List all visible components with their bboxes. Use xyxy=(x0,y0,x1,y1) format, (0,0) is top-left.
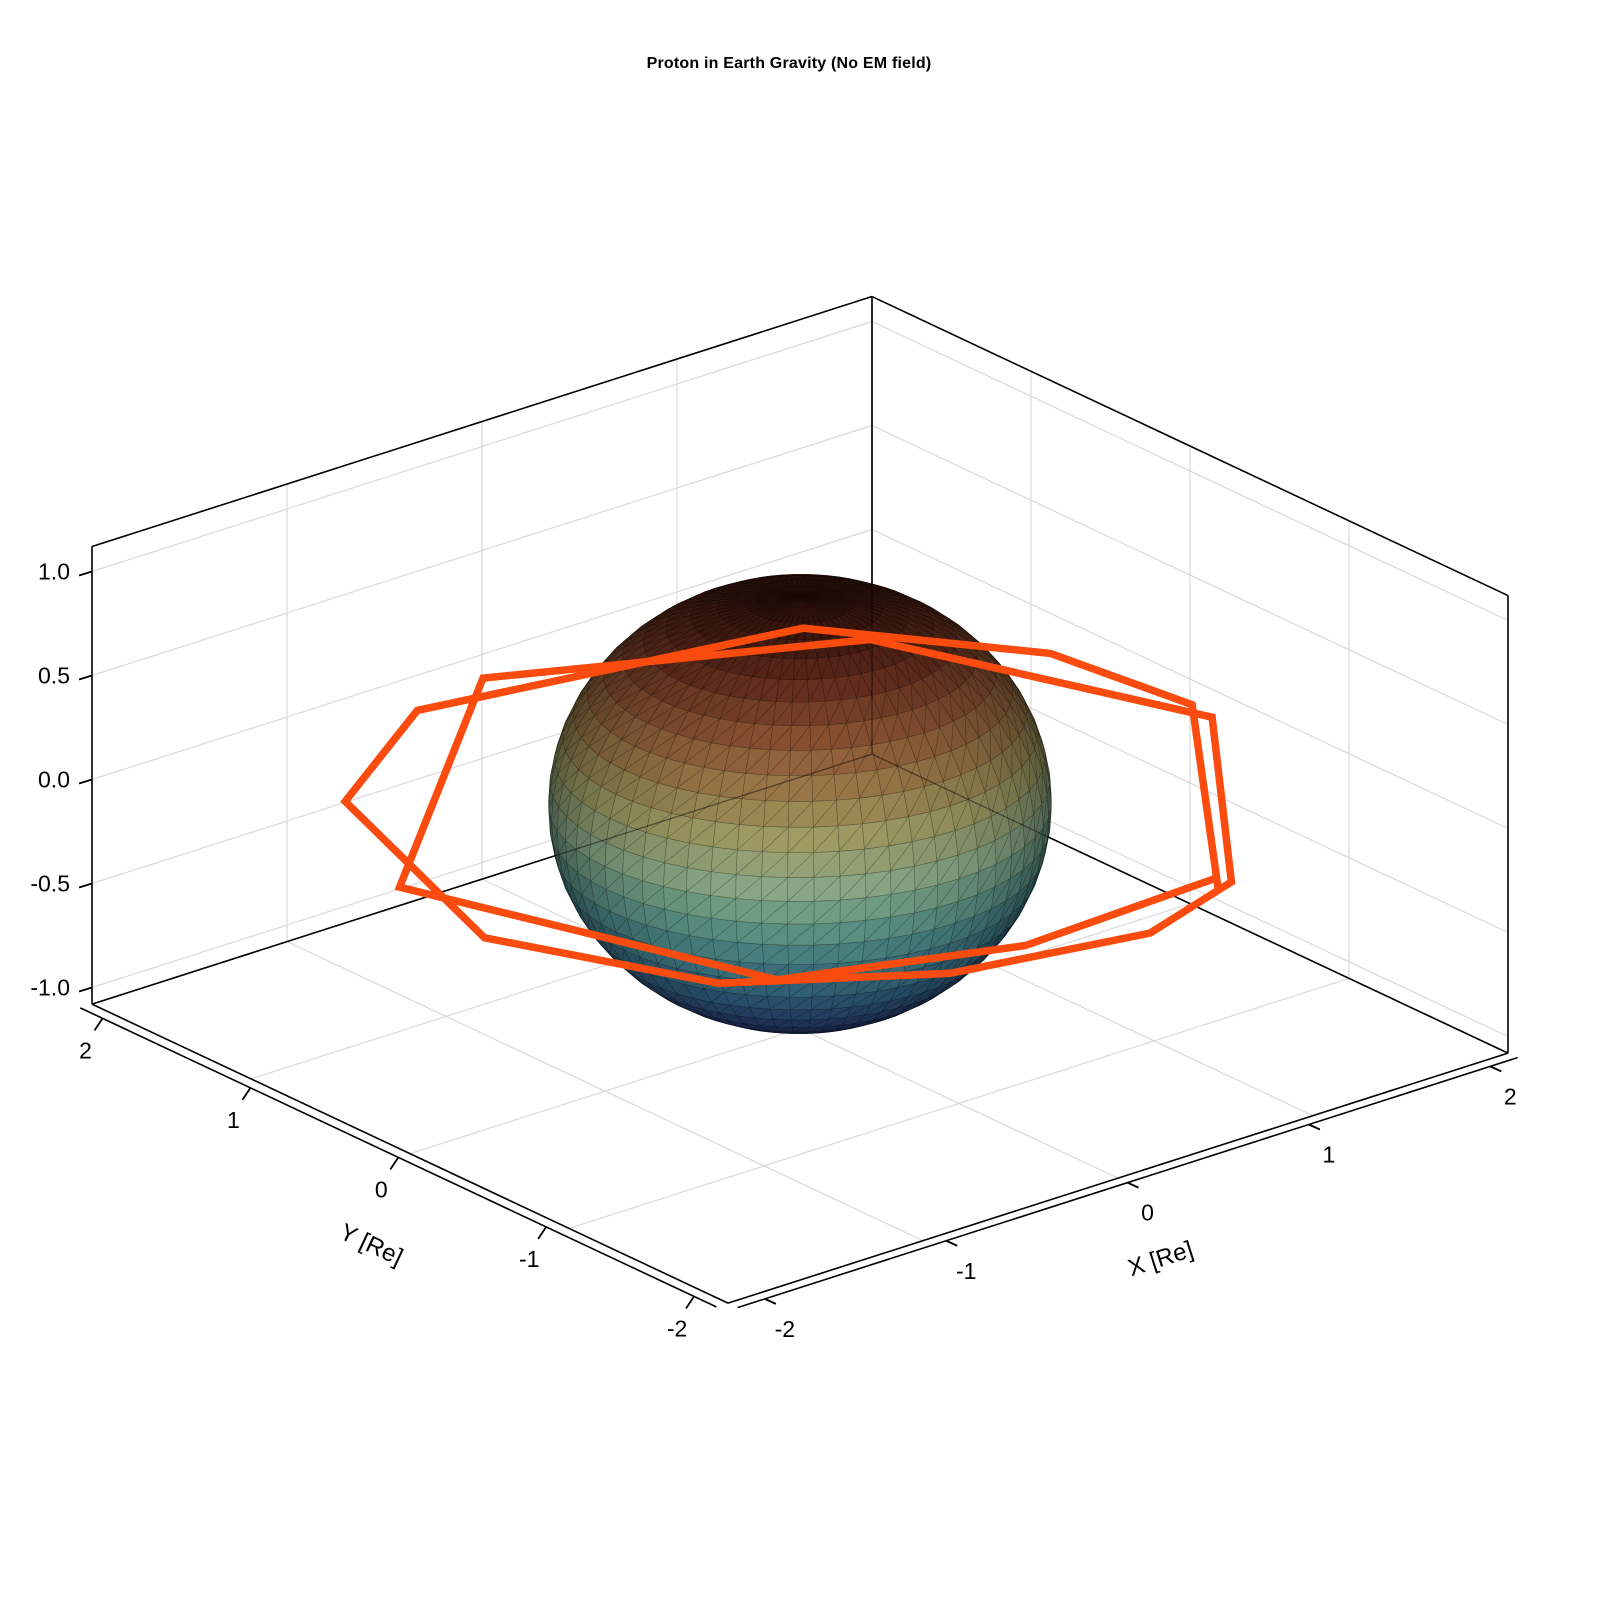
svg-text:-1: -1 xyxy=(519,1246,539,1272)
svg-text:-1: -1 xyxy=(956,1258,976,1284)
earth-sphere xyxy=(548,574,1052,1034)
axis-titles: X [Re] Y [Re] xyxy=(335,1219,1196,1283)
svg-text:2: 2 xyxy=(1504,1083,1517,1109)
orbit-line xyxy=(340,624,1236,988)
proton-trajectory xyxy=(340,624,1236,988)
svg-text:2: 2 xyxy=(79,1037,92,1063)
svg-text:1: 1 xyxy=(227,1107,240,1133)
chart-title: Proton in Earth Gravity (No EM field) xyxy=(646,55,932,72)
svg-text:-1.0: -1.0 xyxy=(30,975,70,1001)
y-axis-label: Y [Re] xyxy=(335,1219,406,1272)
svg-text:1.0: 1.0 xyxy=(38,559,70,585)
svg-text:0.0: 0.0 xyxy=(38,767,70,793)
svg-text:-2: -2 xyxy=(775,1316,795,1342)
x-axis-label: X [Re] xyxy=(1125,1236,1197,1282)
svg-text:0: 0 xyxy=(375,1176,388,1202)
svg-text:1: 1 xyxy=(1322,1142,1335,1168)
svg-text:0: 0 xyxy=(1141,1200,1154,1226)
svg-text:-0.5: -0.5 xyxy=(30,871,70,897)
svg-text:0.5: 0.5 xyxy=(38,663,70,689)
svg-text:-2: -2 xyxy=(667,1315,687,1341)
axis-ticks-and-labels: -2 -1 0 1 2 2 1 0 -1 -2 -1.0 -0.5 0.0 0.5 1.0 xyxy=(30,559,1518,1342)
